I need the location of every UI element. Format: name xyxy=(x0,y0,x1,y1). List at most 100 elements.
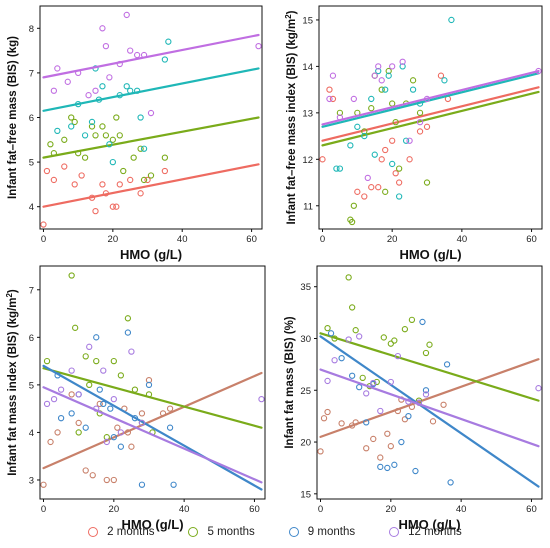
data-point xyxy=(348,218,356,226)
data-point xyxy=(138,481,146,488)
data-point xyxy=(99,123,106,130)
x-tick-label: 20 xyxy=(386,504,397,515)
y-tick-label: 30 xyxy=(300,334,311,345)
data-point xyxy=(82,467,89,474)
legend-item-2-months: 2 months xyxy=(88,526,154,538)
series-5-months xyxy=(319,274,540,404)
y-tick-label: 11 xyxy=(303,201,313,212)
data-point xyxy=(320,415,328,422)
data-point xyxy=(57,386,65,393)
panel-4: 0 20 40 60 15 20 25 30 35 HMO (g/L) Infant fat mas… xyxy=(284,265,543,532)
data-point xyxy=(120,167,127,175)
data-point xyxy=(408,316,416,323)
data-point xyxy=(147,172,155,179)
y-tick-label: 15 xyxy=(302,15,313,26)
data-point xyxy=(368,105,375,112)
data-point xyxy=(375,67,382,75)
legend-item-9-months: 9 months xyxy=(288,526,356,538)
data-point xyxy=(377,407,384,415)
data-point xyxy=(128,348,135,355)
data-point xyxy=(419,318,426,326)
legend-marker-9-months xyxy=(288,527,299,537)
data-point xyxy=(382,86,389,93)
series-9-months xyxy=(42,329,263,491)
data-point xyxy=(68,410,75,417)
data-point xyxy=(109,203,116,210)
data-point xyxy=(392,170,399,177)
data-point xyxy=(100,400,107,408)
series-9-months xyxy=(42,38,260,166)
y-tick-label: 5 xyxy=(29,158,34,169)
data-point xyxy=(43,357,51,365)
fit-line xyxy=(42,67,260,112)
fit-line xyxy=(321,72,540,128)
y-tick-label: 35 xyxy=(300,282,311,293)
data-point xyxy=(116,132,123,139)
data-point xyxy=(114,424,121,431)
series-12-months xyxy=(319,333,542,448)
series-12-months xyxy=(42,11,262,117)
data-point xyxy=(429,418,437,425)
data-point xyxy=(71,118,78,126)
x-tick-label: 40 xyxy=(456,504,467,515)
data-point xyxy=(110,395,117,403)
data-point xyxy=(405,413,412,420)
data-point xyxy=(82,353,89,360)
data-point xyxy=(326,86,333,93)
data-point xyxy=(448,16,455,24)
data-point xyxy=(317,448,324,455)
data-point xyxy=(117,429,125,436)
x-tick-label: 0 xyxy=(318,504,323,515)
y-tick-label: 6 xyxy=(29,113,34,124)
data-point xyxy=(350,95,357,103)
data-point xyxy=(422,387,430,394)
data-point xyxy=(368,184,375,191)
x-tick-label: 0 xyxy=(41,234,46,245)
series-2-months xyxy=(319,72,540,200)
data-point xyxy=(161,56,169,63)
legend-label-9-months: 9 months xyxy=(307,526,356,538)
data-point xyxy=(363,419,370,426)
data-point xyxy=(47,141,54,148)
data-point xyxy=(147,109,155,117)
data-point xyxy=(43,167,51,175)
data-point xyxy=(96,400,103,408)
data-point xyxy=(354,123,361,130)
series-9-months xyxy=(321,16,540,200)
legend-marker-12-months xyxy=(389,527,400,537)
data-point xyxy=(124,315,132,322)
data-point xyxy=(380,334,387,341)
data-point xyxy=(166,405,174,412)
data-point xyxy=(166,424,174,431)
data-point xyxy=(165,38,172,45)
data-point xyxy=(392,118,399,126)
data-point xyxy=(113,114,120,121)
data-point xyxy=(423,123,431,130)
data-point xyxy=(345,336,352,343)
data-point xyxy=(361,132,368,140)
panel-1: 0 20 40 60 4 5 6 7 8 HMO (g/L) Infant fat–free mas… xyxy=(7,5,263,262)
plot-frame xyxy=(316,265,543,500)
data-point xyxy=(345,274,352,281)
y-tick-label: 8 xyxy=(29,24,34,35)
data-point xyxy=(440,401,447,408)
x-tick-label: 0 xyxy=(41,504,46,515)
data-point xyxy=(387,443,394,450)
legend-label-2-months: 2 months xyxy=(107,526,155,538)
data-point xyxy=(99,83,106,90)
data-point xyxy=(391,337,398,344)
fit-line xyxy=(42,367,263,429)
data-point xyxy=(426,341,433,348)
data-point xyxy=(409,77,417,84)
y-axis-label: Infant fat mass (BIS) (%) xyxy=(284,316,296,448)
x-tick-label: 20 xyxy=(109,504,120,515)
series-12-months xyxy=(321,58,542,182)
data-point xyxy=(50,395,58,403)
fit-line xyxy=(319,368,540,448)
data-point xyxy=(161,154,169,161)
data-point xyxy=(447,479,454,486)
data-point xyxy=(354,188,361,195)
data-point xyxy=(368,95,375,103)
x-tick-label: 60 xyxy=(249,504,260,515)
data-point xyxy=(441,77,448,84)
